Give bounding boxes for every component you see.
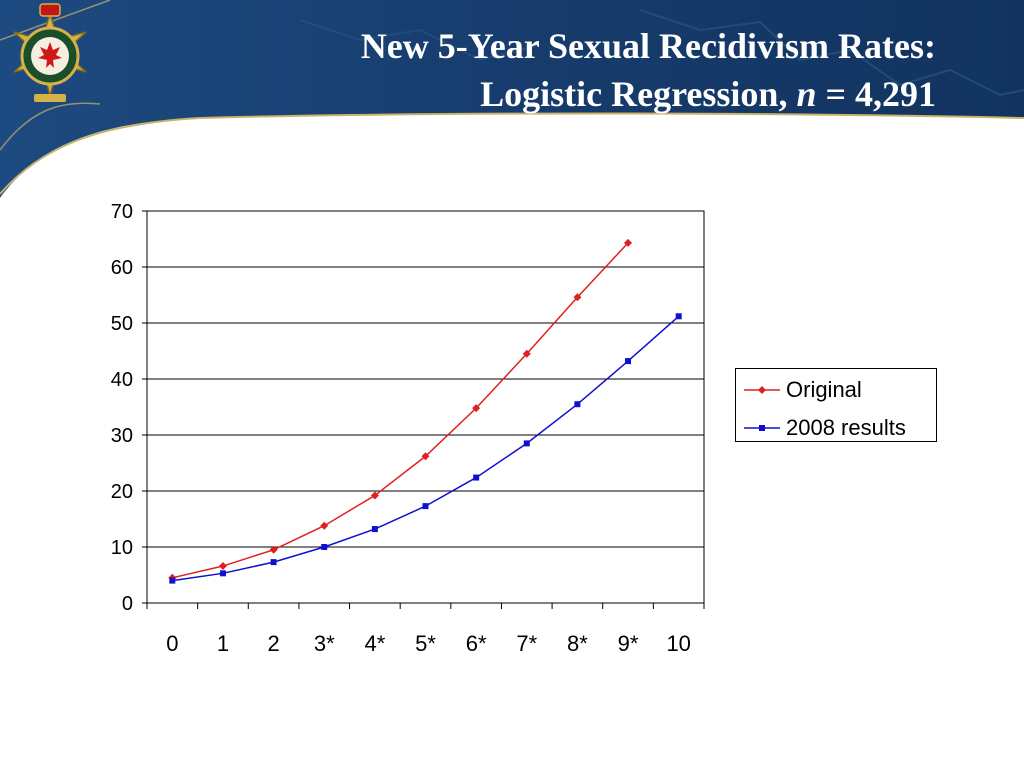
legend-item-original: Original <box>744 375 862 405</box>
title-line-2-suffix: = 4,291 <box>816 74 936 114</box>
point-2008-results-6 <box>473 474 480 481</box>
point-original-2 <box>269 545 278 554</box>
x-tick-label-8-star: 8* <box>567 631 588 656</box>
point-2008-results-10 <box>675 313 682 320</box>
point-2008-results-7 <box>523 440 530 447</box>
x-tick-label-5-star: 5* <box>415 631 436 656</box>
point-original-5 <box>421 452 430 461</box>
x-tick-label-10: 10 <box>666 631 690 656</box>
y-tick-label-50: 50 <box>111 313 133 335</box>
y-tick-label-10: 10 <box>111 537 133 559</box>
y-tick-label-30: 30 <box>111 425 133 447</box>
point-2008-results-3 <box>321 544 328 550</box>
y-tick-label-70: 70 <box>111 201 133 223</box>
legend-label-2008-results: 2008 results <box>786 415 906 440</box>
slide-header: New 5-Year Sexual Recidivism Rates: Logi… <box>0 0 1024 200</box>
x-tick-label-7-star: 7* <box>516 631 537 656</box>
x-tick-label-4-star: 4* <box>364 631 385 656</box>
point-original-4 <box>370 491 379 500</box>
y-tick-label-0: 0 <box>122 593 133 615</box>
point-2008-results-5 <box>422 503 429 510</box>
point-original-3 <box>320 521 329 530</box>
legend-swatch-original <box>744 386 780 394</box>
title-n-symbol: n <box>796 74 817 114</box>
point-2008-results-8 <box>574 401 581 408</box>
title-line-2-prefix: Logistic Regression, <box>480 74 797 114</box>
x-tick-label-9-star: 9* <box>618 631 639 656</box>
header-background <box>0 0 1024 198</box>
chart-legend: Original 2008 results <box>735 368 937 442</box>
point-original-9 <box>624 238 633 247</box>
legend-item-2008-results: 2008 results <box>744 413 906 443</box>
point-2008-results-2 <box>270 559 277 566</box>
y-tick-label-20: 20 <box>111 481 133 503</box>
plot-area <box>146 210 705 604</box>
correctional-service-canada-badge-icon <box>13 3 87 102</box>
x-tick-label-6-star: 6* <box>466 631 487 656</box>
title-line-2: Logistic Regression, n = 4,291 <box>361 70 936 118</box>
slide-title: New 5-Year Sexual Recidivism Rates: Logi… <box>361 22 936 118</box>
point-original-8 <box>573 293 582 302</box>
x-tick-label-3-star: 3* <box>314 631 335 656</box>
title-line-1: New 5-Year Sexual Recidivism Rates: <box>360 26 936 66</box>
legend-label-original: Original <box>786 377 862 402</box>
point-2008-results-9 <box>625 358 632 365</box>
point-2008-results-0 <box>169 577 176 584</box>
point-original-6 <box>472 404 481 413</box>
x-tick-label-0: 0 <box>166 631 178 656</box>
series-line-original <box>172 242 629 579</box>
x-tick-label-2: 2 <box>267 631 279 656</box>
legend-swatch-2008-results <box>744 425 780 431</box>
point-2008-results-4 <box>371 526 378 533</box>
point-original-7 <box>522 349 531 358</box>
y-tick-label-60: 60 <box>111 257 133 279</box>
y-tick-label-40: 40 <box>111 369 133 391</box>
point-2008-results-1 <box>219 570 226 577</box>
point-original-1 <box>218 562 227 571</box>
x-tick-label-1: 1 <box>217 631 229 656</box>
